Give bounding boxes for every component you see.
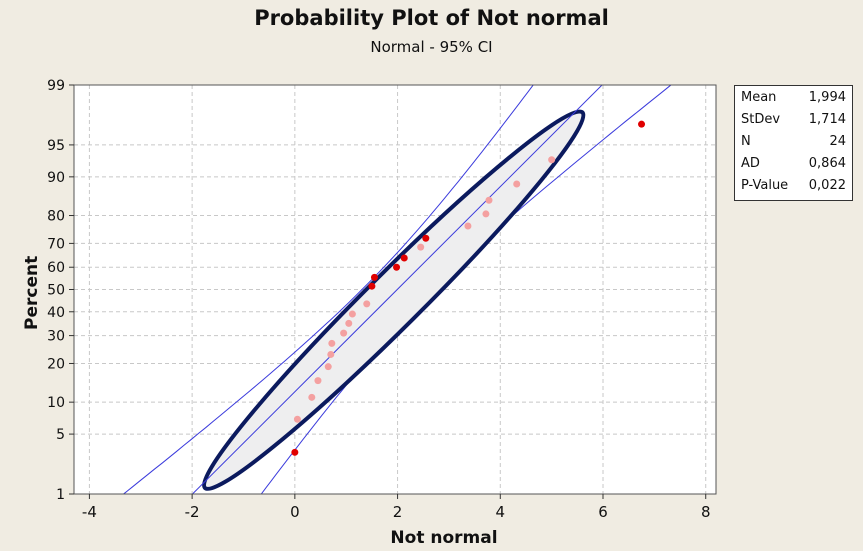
data-point	[363, 300, 371, 308]
data-point	[340, 329, 348, 337]
data-point	[314, 377, 322, 385]
stats-value: 1,714	[808, 112, 846, 127]
data-point	[324, 363, 332, 371]
data-point	[400, 254, 408, 262]
data-point	[417, 243, 425, 251]
y-tick-label: 40	[47, 305, 65, 321]
data-point	[291, 448, 299, 456]
data-point	[327, 350, 335, 358]
data-point	[328, 339, 336, 347]
y-tick-label: 60	[47, 260, 65, 276]
data-point	[422, 234, 430, 242]
stats-row-mean: Mean 1,994	[735, 88, 852, 110]
data-point	[464, 222, 472, 230]
ci-band-upper	[122, 85, 534, 494]
x-axis-label: Not normal	[390, 528, 498, 548]
data-point	[638, 120, 646, 128]
y-tick-label: 50	[47, 283, 65, 299]
stats-legend: Mean 1,994 StDev 1,714 N 24 AD 0,864 P-V…	[734, 85, 853, 201]
x-tick-label: 6	[598, 503, 608, 521]
stats-label: AD	[741, 156, 760, 171]
y-tick-label: 70	[47, 236, 65, 252]
y-tick-label: 30	[47, 329, 65, 345]
data-point	[393, 263, 401, 271]
stats-row-ad: AD 0,864	[735, 154, 852, 176]
y-axis-label: Percent	[22, 255, 42, 330]
y-tick-label: 80	[47, 209, 65, 225]
stats-row-n: N 24	[735, 132, 852, 154]
stats-label: P-Value	[741, 178, 789, 193]
data-point	[293, 415, 301, 423]
y-tick-label: 5	[56, 427, 65, 443]
stats-value: 0,864	[808, 156, 846, 171]
data-point	[370, 273, 378, 281]
y-tick-label: 95	[47, 138, 65, 154]
stats-label: N	[741, 134, 751, 149]
x-tick-label: 2	[393, 503, 403, 521]
stats-label: StDev	[741, 112, 781, 127]
data-point	[348, 310, 356, 318]
stats-row-stdev: StDev 1,714	[735, 110, 852, 132]
data-point	[482, 210, 490, 218]
data-point	[485, 196, 493, 204]
y-tick-label: 10	[47, 395, 65, 411]
y-tick-label: 90	[47, 170, 65, 186]
chart-title: Probability Plot of Not normal	[254, 6, 609, 30]
y-tick-label: 1	[56, 487, 65, 503]
data-point	[345, 319, 353, 327]
stats-value: 1,994	[808, 90, 846, 105]
confidence-ellipse	[202, 109, 586, 491]
stats-label: Mean	[741, 90, 777, 105]
chart-subtitle: Normal - 95% CI	[370, 38, 493, 56]
x-tick-label: -4	[82, 503, 97, 521]
fitted-line	[191, 85, 603, 494]
data-point	[308, 393, 316, 401]
stats-value: 24	[829, 134, 846, 149]
x-tick-label: -2	[185, 503, 200, 521]
x-tick-label: 0	[290, 503, 300, 521]
x-tick-label: 8	[701, 503, 711, 521]
x-tick-label: 4	[496, 503, 506, 521]
data-point	[368, 282, 376, 290]
stats-row-pvalue: P-Value 0,022	[735, 176, 852, 198]
y-tick-label: 99	[47, 78, 65, 94]
data-point	[548, 156, 556, 164]
stats-value: 0,022	[808, 178, 846, 193]
data-point	[513, 180, 521, 188]
y-tick-label: 20	[47, 356, 65, 372]
